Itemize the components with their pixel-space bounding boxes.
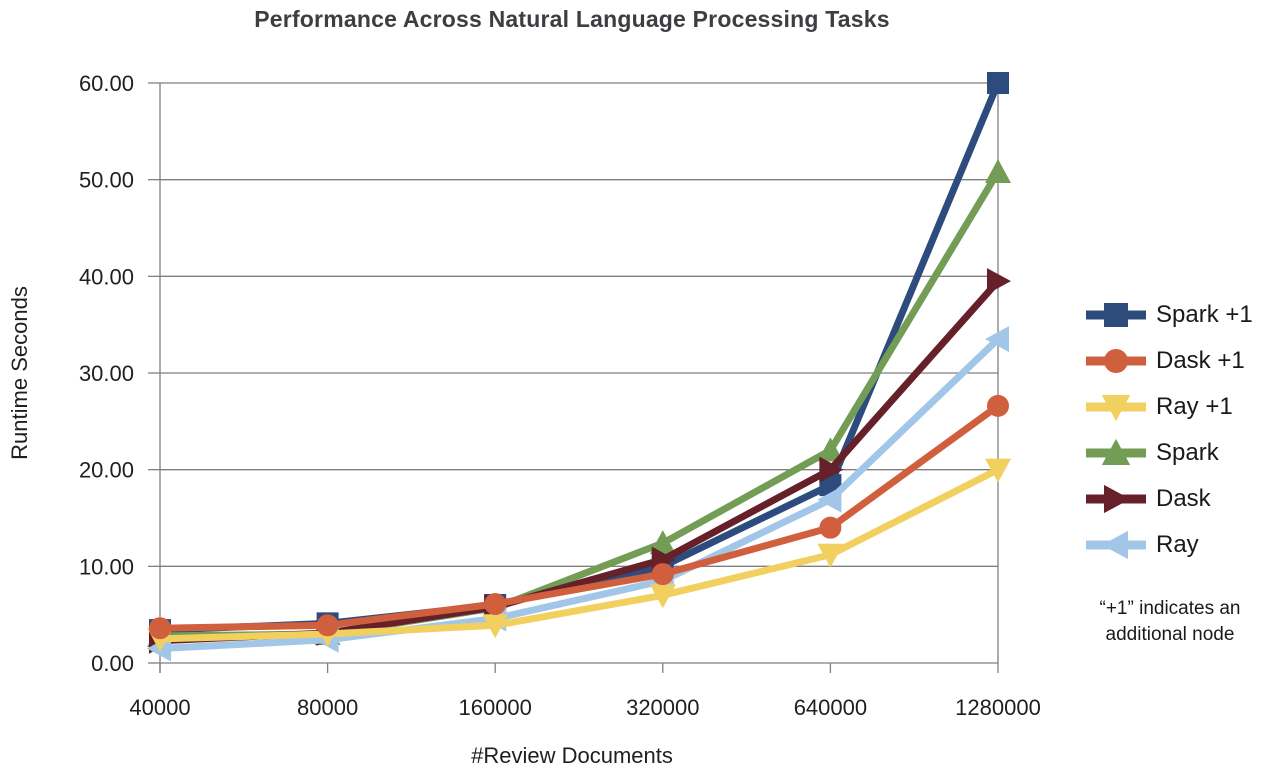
x-tick-label: 160000: [458, 695, 531, 720]
series-marker-dask-1: [651, 563, 674, 586]
triangle-left-icon: [1086, 530, 1146, 560]
legend-marker-ray: [1101, 530, 1129, 560]
x-tick-label: 80000: [297, 695, 358, 720]
legend-item-dask-1: Dask +1: [1085, 338, 1285, 384]
series-marker-spark: [985, 158, 1011, 183]
series-marker-dask-1: [819, 516, 842, 539]
square-icon: [1086, 303, 1146, 327]
x-axis-title: #Review Documents: [471, 743, 673, 768]
y-tick-label: 0.00: [91, 651, 134, 676]
series-marker-spark: [817, 437, 844, 462]
series-marker-dask: [986, 268, 1011, 295]
legend-item-dask: Dask: [1085, 476, 1285, 522]
legend-item-ray: Ray: [1085, 522, 1285, 568]
triangle-right-icon: [1086, 484, 1146, 514]
x-tick-label: 40000: [129, 695, 190, 720]
chart-title: Performance Across Natural Language Proc…: [254, 6, 890, 32]
series-line-ray-1: [159, 466, 1000, 643]
legend-marker-dask: [1103, 484, 1131, 514]
x-tick-label: 1280000: [955, 695, 1041, 720]
series-marker-ray-1: [985, 458, 1011, 483]
legend-label-dask-1: Dask +1: [1156, 347, 1245, 374]
legend-label-spark-1: Spark +1: [1156, 301, 1253, 328]
x-tick-label: 320000: [626, 695, 699, 720]
series-marker-dask-1: [484, 593, 507, 616]
legend-item-ray-1: Ray +1: [1085, 384, 1285, 430]
legend-label-ray-1: Ray +1: [1156, 393, 1233, 420]
legend-note-line-2: additional node: [1105, 624, 1235, 645]
legend-label-dask: Dask: [1156, 485, 1211, 512]
legend-item-spark-1: Spark +1: [1085, 292, 1285, 338]
legend-marker-dask-1: [1104, 349, 1128, 373]
series-marker-dask: [819, 456, 844, 483]
legend-item-spark: Spark: [1085, 430, 1285, 476]
series-marker-ray: [985, 326, 1010, 353]
y-tick-label: 40.00: [79, 264, 134, 289]
y-tick-label: 20.00: [79, 458, 134, 483]
y-tick-label: 30.00: [79, 361, 134, 386]
series-marker-ray-1: [817, 543, 844, 568]
series-marker-spark: [649, 530, 676, 555]
series-marker-ray-1: [649, 584, 676, 609]
series-marker-ray-1: [482, 614, 509, 639]
legend-label-ray: Ray: [1156, 531, 1199, 558]
legend-marker-ray-1: [1101, 394, 1131, 422]
y-tick-label: 50.00: [79, 168, 134, 193]
triangle-down-icon: [1086, 394, 1146, 422]
circle-icon: [1086, 349, 1146, 373]
y-tick-label: 10.00: [79, 554, 134, 579]
series-marker-spark-1: [987, 72, 1009, 94]
series-marker-dask-1: [149, 617, 171, 640]
legend-note: “+1” indicates an additional node: [1062, 596, 1278, 648]
y-tick-label: 60.00: [79, 71, 134, 96]
series-line-spark-1: [159, 81, 1002, 634]
series-marker-dask-1: [987, 394, 1009, 417]
x-tick-label: 640000: [794, 695, 867, 720]
series-marker-dask-1: [316, 614, 339, 637]
legend-note-line-1: “+1” indicates an: [1099, 598, 1241, 619]
series-marker-ray: [817, 486, 842, 513]
legend: Spark +1 Dask +1 Ray +1 Spark Dask Ray: [1085, 292, 1285, 568]
legend-marker-spark: [1101, 438, 1131, 466]
triangle-up-icon: [1086, 438, 1146, 466]
legend-marker-spark-1: [1104, 303, 1128, 327]
series-line-ray: [159, 336, 1001, 652]
series-line-dask-1: [159, 403, 1001, 632]
legend-label-spark: Spark: [1156, 439, 1219, 466]
